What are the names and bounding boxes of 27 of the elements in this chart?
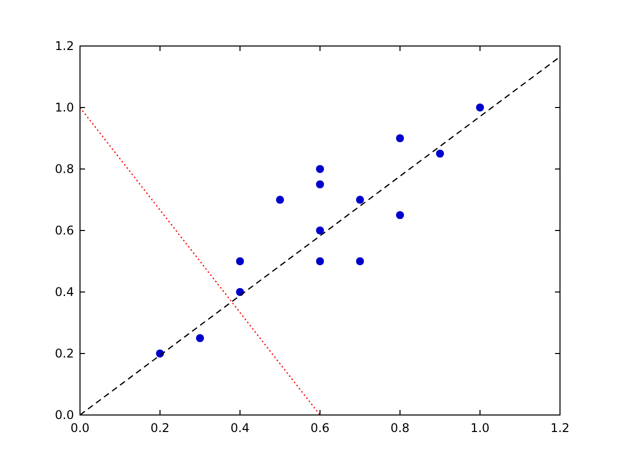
point (316, 165, 324, 173)
y-tick-label: 1.0 (54, 100, 74, 114)
x-tick-label: 0.2 (150, 421, 170, 435)
y-tick-label: 0.6 (54, 224, 74, 238)
y-tick-label: 1.2 (54, 39, 74, 53)
x-tick-label: 0.0 (70, 421, 90, 435)
point (396, 211, 404, 220)
point (316, 226, 324, 234)
point (276, 196, 284, 204)
y-tick-label: 0.8 (54, 162, 74, 176)
x-tick-label: 1.2 (550, 421, 570, 435)
point (196, 334, 204, 342)
x-tick-label: 0.4 (230, 421, 250, 435)
y-tick-label: 0.4 (54, 285, 74, 299)
x-tick-label: 1.0 (470, 421, 490, 435)
point (316, 180, 324, 188)
y-tick-label: 0.0 (54, 408, 74, 422)
point (396, 134, 404, 142)
point (356, 257, 364, 266)
point (476, 104, 484, 112)
x-tick-label: 0.6 (310, 421, 330, 435)
point (236, 257, 244, 266)
y-tick-label: 0.2 (54, 346, 74, 360)
point (316, 257, 324, 266)
point (356, 196, 364, 204)
x-tick-label: 0.8 (390, 421, 410, 435)
point (436, 150, 444, 158)
